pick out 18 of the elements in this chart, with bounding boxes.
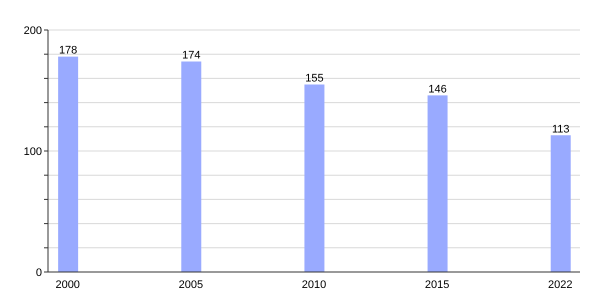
data-label: 155 [305,72,324,84]
y-tick-label: 0 [36,266,42,279]
data-label: 113 [552,123,570,136]
bar [58,56,78,272]
x-tick-label: 2010 [302,278,326,291]
bar [181,61,202,272]
data-label: 174 [182,49,200,62]
data-label: 146 [428,83,447,96]
data-label: 178 [58,44,78,57]
x-tick-label: 2000 [55,278,80,291]
bar [428,95,448,272]
y-tick-label: 100 [24,146,42,158]
y-tick-label: 200 [24,24,42,37]
bar [304,84,324,272]
x-tick-label: 2015 [424,278,450,291]
x-tick-label: 2005 [178,278,204,291]
x-tick-label: 2022 [548,278,573,291]
bar [550,135,571,272]
